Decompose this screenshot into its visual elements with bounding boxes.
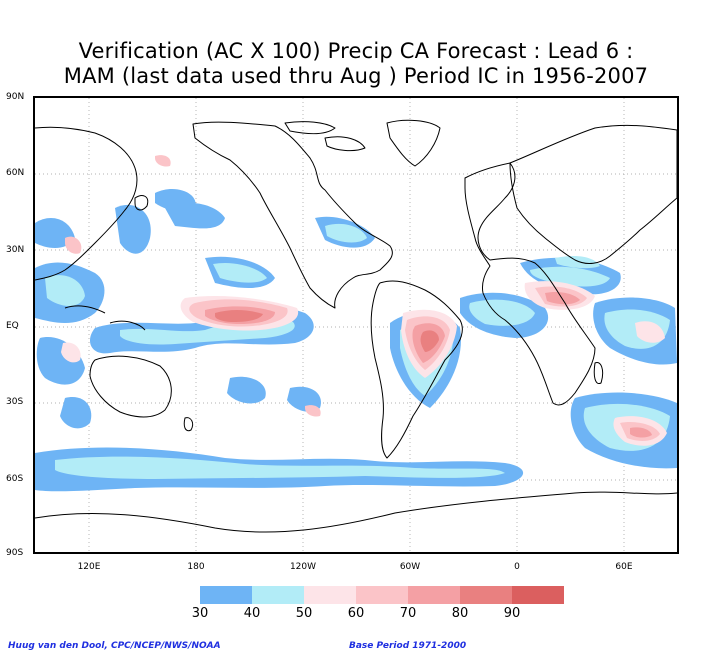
lat-label-30s: 30S bbox=[6, 397, 24, 407]
map-title-line2: MAM (last data used thru Aug ) Period IC… bbox=[63, 64, 649, 88]
credit-author: Huug van den Dool, CPC/NCEP/NWS/NOAA bbox=[8, 641, 221, 651]
legend-swatch-90-plus bbox=[512, 586, 564, 604]
lon-label-120e: 120E bbox=[77, 562, 101, 572]
legend-label-70: 70 bbox=[399, 606, 417, 621]
lat-label-60s: 60S bbox=[6, 474, 24, 484]
legend-colorbar bbox=[200, 586, 564, 604]
coastlines bbox=[35, 119, 677, 533]
lon-label-60e: 60E bbox=[615, 562, 633, 572]
legend-swatch-30-40 bbox=[200, 586, 252, 604]
lon-label-0: 0 bbox=[514, 562, 520, 572]
legend-label-60: 60 bbox=[347, 606, 365, 621]
legend-swatch-60-70 bbox=[356, 586, 408, 604]
legend-label-40: 40 bbox=[243, 606, 261, 621]
lon-label-120w: 120W bbox=[289, 562, 317, 572]
lat-label-eq: EQ bbox=[6, 321, 19, 331]
legend-label-90: 90 bbox=[503, 606, 521, 621]
correlation-map bbox=[35, 98, 677, 552]
legend-swatch-70-80 bbox=[408, 586, 460, 604]
legend-label-50: 50 bbox=[295, 606, 313, 621]
legend-swatch-50-60 bbox=[304, 586, 356, 604]
map-title-line1: Verification (AC X 100) Precip CA Foreca… bbox=[78, 39, 634, 63]
lat-label-60n: 60N bbox=[6, 168, 25, 178]
legend-label-30: 30 bbox=[191, 606, 209, 621]
lon-label-60w: 60W bbox=[399, 562, 421, 572]
shading-40-50 bbox=[45, 223, 670, 479]
shading-80-90 bbox=[215, 310, 439, 352]
lat-label-30n: 30N bbox=[6, 245, 25, 255]
legend-swatch-80-90 bbox=[460, 586, 512, 604]
lon-label-180: 180 bbox=[187, 562, 205, 572]
credit-base-period: Base Period 1971-2000 bbox=[349, 641, 467, 651]
lat-label-90n: 90N bbox=[6, 92, 25, 102]
legend-label-80: 80 bbox=[451, 606, 469, 621]
lat-label-90s: 90S bbox=[6, 548, 24, 558]
map-frame bbox=[33, 96, 679, 554]
legend-swatch-40-50 bbox=[252, 586, 304, 604]
